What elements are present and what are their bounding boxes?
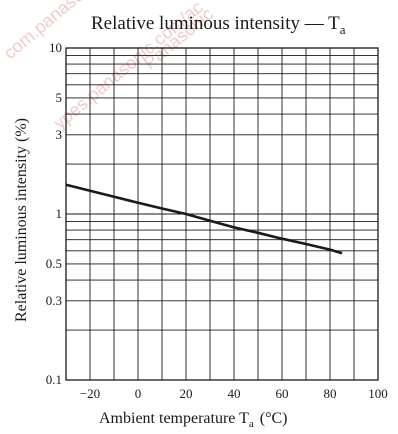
y-tick-label: 0.5 — [46, 256, 62, 271]
y-tick-label: 0.3 — [46, 293, 62, 308]
x-axis-label-subscript: a — [249, 418, 254, 430]
y-tick-label: 0.1 — [46, 372, 62, 387]
y-tick-label: 1 — [56, 206, 63, 221]
x-tick-label: 60 — [276, 386, 289, 401]
x-tick-label: −20 — [80, 386, 100, 401]
y-tick-label: 3 — [56, 127, 63, 142]
x-tick-label: 0 — [135, 386, 142, 401]
x-axis-label-text: Ambient temperature T — [99, 410, 249, 427]
chart-title: Relative luminous intensity — Ta — [91, 13, 346, 37]
x-tick-label: 40 — [228, 386, 241, 401]
series-line — [65, 183, 343, 255]
y-tick-label: 5 — [56, 90, 63, 105]
x-tick-label: 80 — [324, 386, 337, 401]
x-axis-label-unit: (°C) — [260, 410, 288, 427]
grid — [66, 48, 378, 380]
y-tick-labels: 0.1 0.3 0.5 1 3 5 10 — [46, 40, 62, 387]
chart-title-subscript: a — [340, 22, 346, 37]
y-tick-label: 10 — [49, 40, 62, 55]
x-tick-labels: −20 0 20 40 60 80 100 — [80, 386, 388, 401]
plot-frame — [65, 47, 379, 381]
x-tick-label: 20 — [180, 386, 193, 401]
x-tick-label: 100 — [368, 386, 388, 401]
x-axis-label: Ambient temperature Ta (°C) — [99, 410, 288, 430]
chart-title-text: Relative luminous intensity — T — [91, 13, 340, 34]
y-axis-label: Relative luminous intensity (%) — [13, 118, 30, 322]
series — [65, 183, 343, 255]
